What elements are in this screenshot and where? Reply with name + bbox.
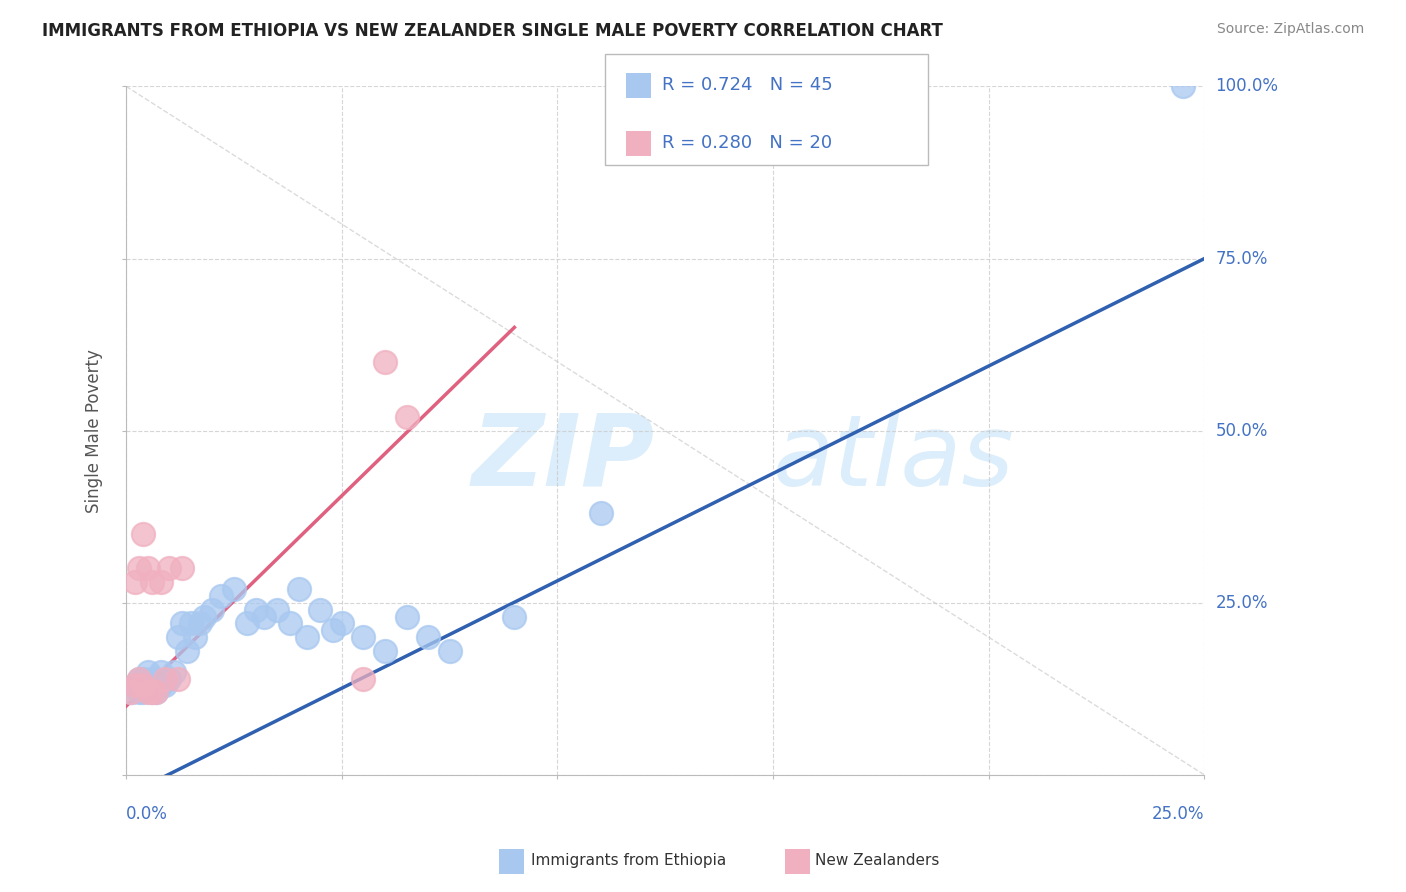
Point [145, 685, 167, 699]
Point [124, 678, 146, 692]
Text: ZIP: ZIP [471, 409, 654, 507]
Text: 25.0%: 25.0% [1216, 594, 1268, 612]
Point [149, 665, 172, 679]
Point [184, 630, 207, 644]
Point [153, 678, 176, 692]
Point [136, 685, 159, 699]
Point [167, 672, 190, 686]
Point [374, 355, 396, 369]
Point [188, 616, 211, 631]
Point [172, 561, 194, 575]
Text: 100.0%: 100.0% [1216, 78, 1278, 95]
Point [176, 644, 198, 658]
Point [266, 603, 288, 617]
Point [141, 575, 163, 590]
Text: R = 0.280   N = 20: R = 0.280 N = 20 [662, 134, 832, 152]
Point [167, 630, 190, 644]
Point [128, 561, 150, 575]
Point [120, 685, 142, 699]
Point [222, 582, 245, 596]
Point [120, 685, 142, 699]
Point [163, 665, 186, 679]
Point [132, 678, 155, 692]
Point [253, 609, 276, 624]
Point [395, 409, 418, 424]
Text: 25.0%: 25.0% [1152, 805, 1205, 823]
Point [132, 685, 155, 699]
Point [330, 616, 353, 631]
Point [172, 616, 194, 631]
Point [503, 609, 526, 624]
Text: 0.0%: 0.0% [127, 805, 169, 823]
Point [136, 678, 159, 692]
Point [132, 672, 155, 686]
Point [1171, 79, 1194, 94]
Point [153, 672, 176, 686]
Point [374, 644, 396, 658]
Point [245, 603, 267, 617]
Point [145, 672, 167, 686]
Point [145, 685, 167, 699]
Point [141, 685, 163, 699]
Text: atlas: atlas [773, 409, 1015, 507]
Point [128, 672, 150, 686]
Text: 50.0%: 50.0% [1216, 422, 1268, 440]
Y-axis label: Single Male Poverty: Single Male Poverty [86, 349, 103, 513]
Point [236, 616, 259, 631]
Point [589, 506, 612, 520]
Point [149, 678, 172, 692]
Point [287, 582, 309, 596]
Point [124, 678, 146, 692]
Point [132, 527, 155, 541]
Point [297, 630, 319, 644]
Point [278, 616, 301, 631]
Point [128, 672, 150, 686]
Point [128, 685, 150, 699]
Point [352, 672, 374, 686]
Text: Source: ZipAtlas.com: Source: ZipAtlas.com [1216, 22, 1364, 37]
Point [136, 561, 159, 575]
Text: IMMIGRANTS FROM ETHIOPIA VS NEW ZEALANDER SINGLE MALE POVERTY CORRELATION CHART: IMMIGRANTS FROM ETHIOPIA VS NEW ZEALANDE… [42, 22, 943, 40]
Point [180, 616, 202, 631]
Point [141, 672, 163, 686]
Point [309, 603, 332, 617]
Point [136, 665, 159, 679]
Point [209, 589, 232, 603]
Point [124, 575, 146, 590]
Text: 75.0%: 75.0% [1216, 250, 1268, 268]
Point [193, 609, 215, 624]
Point [149, 575, 172, 590]
Point [352, 630, 374, 644]
Text: Immigrants from Ethiopia: Immigrants from Ethiopia [531, 854, 727, 868]
Point [439, 644, 461, 658]
Point [201, 603, 224, 617]
Point [141, 685, 163, 699]
Point [157, 561, 180, 575]
Text: New Zealanders: New Zealanders [815, 854, 939, 868]
Point [416, 630, 439, 644]
Point [395, 609, 418, 624]
Point [322, 624, 344, 638]
Text: R = 0.724   N = 45: R = 0.724 N = 45 [662, 76, 832, 94]
Point [157, 672, 180, 686]
